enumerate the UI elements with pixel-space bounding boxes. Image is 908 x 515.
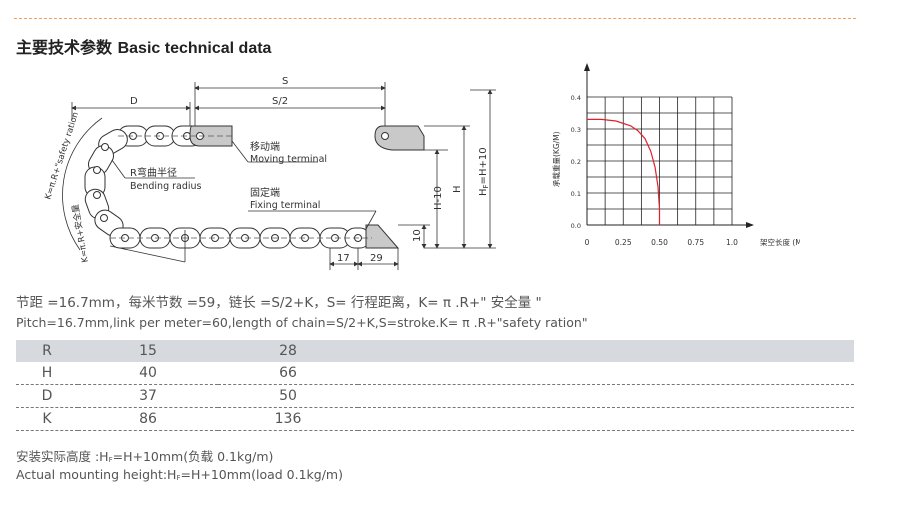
y-tick-label: 0.4 — [571, 94, 581, 102]
arc-label-outer: K=π.R+"safety ration — [43, 111, 81, 201]
table-cell: 37 — [139, 388, 157, 404]
dim-s-half: S/2 — [272, 96, 288, 107]
chart-series — [587, 118, 661, 225]
x-tick-label: 0.25 — [615, 238, 632, 247]
fixing-terminal-en: Fixing terminal — [250, 200, 320, 211]
y-tick-label: 0.2 — [571, 158, 581, 166]
table-row: H 40 66 — [16, 362, 854, 385]
table-row: R 15 28 — [16, 340, 854, 362]
moving-terminal-cn: 移动端 — [250, 140, 280, 153]
table-cell: 66 — [279, 365, 297, 381]
table-row: K 86 136 — [16, 408, 854, 431]
table-row-label: D — [41, 388, 53, 404]
chart-xlabel: 架空长度 (M) — [760, 237, 800, 247]
chart-series-line — [587, 118, 661, 225]
table-cell: 136 — [274, 411, 302, 427]
table-filler — [358, 340, 854, 362]
spec-description-en: Pitch=16.7mm,link per meter=60,length of… — [16, 315, 588, 330]
y-tick-label: 0.1 — [571, 190, 581, 198]
y-axis-arrow — [584, 63, 590, 71]
cable-carrier-drawing: S S/2 D H-10 H HF=H+10 10 17 29 移动端 Movi… — [43, 76, 496, 270]
dim-h: H — [452, 185, 463, 193]
bending-radius-en: Bending radius — [130, 181, 202, 192]
chart-tick-labels: 0 0.25 0.50 0.75 1.0 0.0 0.1 0.2 0.3 0.4 — [571, 94, 739, 247]
x-tick-label: 1.0 — [726, 238, 738, 247]
x-tick-label: 0.50 — [651, 238, 668, 247]
spec-description-cn: 节距 =16.7mm，每米节数 =59，链长 =S/2+K，S= 行程距离，K=… — [16, 295, 542, 311]
moving-end-bracket-right — [374, 125, 425, 151]
table-cell: 86 — [139, 411, 157, 427]
fixing-terminal-bracket — [365, 224, 400, 249]
chart-axes — [584, 63, 754, 228]
table-cell: 40 — [139, 365, 157, 381]
x-tick-label: 0 — [585, 238, 590, 247]
y-tick-label: 0.0 — [571, 222, 581, 230]
table-row-label: R — [42, 343, 52, 359]
arc-label-inner: K=π.R+安全量 — [70, 203, 91, 264]
top-divider — [14, 18, 856, 19]
table-filler — [358, 385, 854, 408]
table-row-label: K — [42, 411, 52, 427]
title-en: Basic technical data — [117, 40, 272, 57]
mounting-height-note-cn: 安装实际高度 :HF=H+10mm(负载 0.1kg/m) — [16, 449, 274, 464]
y-tick-label: 0.3 — [571, 126, 581, 134]
dim-s: S — [282, 76, 288, 87]
dim-29: 29 — [370, 253, 383, 264]
dim-17: 17 — [337, 253, 350, 264]
table-row: D 37 50 — [16, 385, 854, 408]
table-cell: 50 — [279, 388, 297, 404]
bend-chain-links — [84, 129, 128, 237]
chart-ylabel: 承载重量(KG/M) — [551, 131, 561, 187]
table-filler — [358, 408, 854, 431]
table-filler — [358, 362, 854, 385]
section-title: 主要技术参数 Basic technical data — [16, 34, 271, 58]
x-tick-label: 0.75 — [687, 238, 704, 247]
table-row-label: H — [41, 365, 53, 381]
fixing-terminal-cn: 固定端 — [250, 186, 280, 199]
spec-table: R 15 28 H 40 66 D 37 50 K 86 136 — [16, 340, 854, 431]
moving-terminal-en: Moving terminal — [250, 154, 327, 165]
bending-radius-cn: R弯曲半径 — [130, 166, 177, 179]
mounting-height-note-en: Actual mounting height:HF=H+10mm(load 0.… — [16, 467, 343, 482]
dim-10: 10 — [412, 229, 423, 242]
dim-d: D — [130, 96, 138, 107]
dim-hf: HF=H+10 — [478, 147, 490, 196]
load-chart: 0 0.25 0.50 0.75 1.0 0.0 0.1 0.2 0.3 0.4 架空长度 (M)… — [551, 63, 800, 247]
title-cn: 主要技术参数 — [16, 38, 113, 57]
table-cell: 15 — [139, 343, 157, 359]
table-cell: 28 — [279, 343, 297, 359]
dim-h-minus-10: H-10 — [433, 186, 444, 210]
x-axis-arrow — [746, 222, 754, 228]
